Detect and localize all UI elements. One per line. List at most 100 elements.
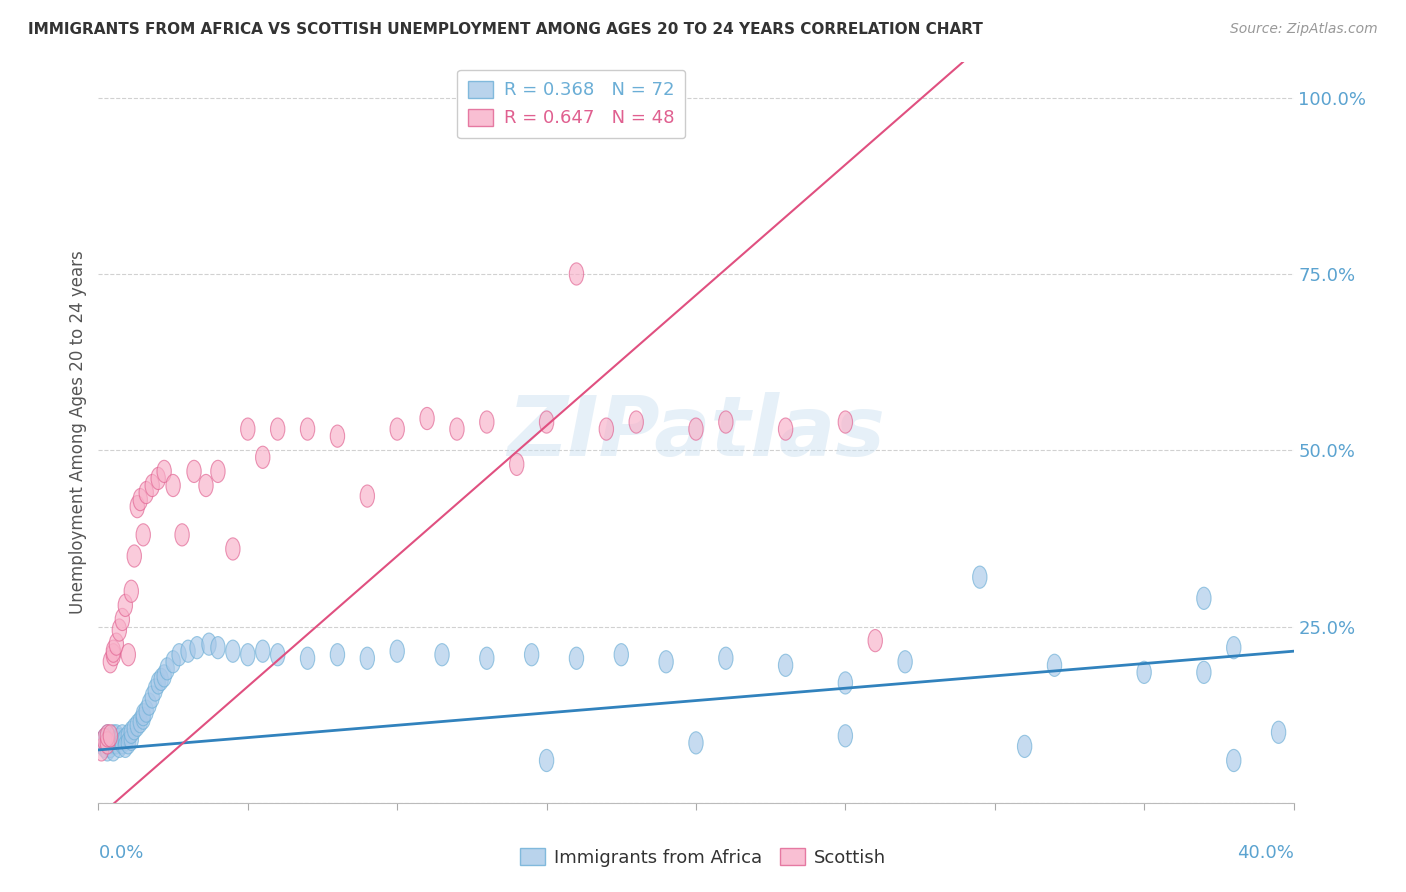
Ellipse shape — [1226, 749, 1241, 772]
Ellipse shape — [136, 704, 150, 726]
Ellipse shape — [121, 724, 135, 747]
Ellipse shape — [107, 724, 121, 747]
Ellipse shape — [256, 640, 270, 662]
Ellipse shape — [103, 735, 118, 757]
Ellipse shape — [121, 644, 135, 665]
Y-axis label: Unemployment Among Ages 20 to 24 years: Unemployment Among Ages 20 to 24 years — [69, 251, 87, 615]
Ellipse shape — [136, 524, 150, 546]
Ellipse shape — [718, 648, 733, 669]
Ellipse shape — [94, 739, 108, 761]
Ellipse shape — [112, 619, 127, 641]
Ellipse shape — [112, 728, 127, 750]
Ellipse shape — [139, 700, 153, 723]
Ellipse shape — [124, 728, 138, 750]
Ellipse shape — [100, 724, 114, 747]
Ellipse shape — [479, 411, 494, 434]
Ellipse shape — [1226, 637, 1241, 659]
Ellipse shape — [202, 633, 217, 656]
Ellipse shape — [569, 263, 583, 285]
Ellipse shape — [148, 679, 162, 701]
Ellipse shape — [434, 644, 449, 665]
Ellipse shape — [198, 475, 214, 497]
Ellipse shape — [94, 731, 108, 754]
Ellipse shape — [420, 408, 434, 430]
Ellipse shape — [110, 724, 124, 747]
Ellipse shape — [1271, 722, 1285, 743]
Ellipse shape — [779, 654, 793, 676]
Ellipse shape — [1137, 661, 1152, 683]
Ellipse shape — [973, 566, 987, 588]
Ellipse shape — [142, 693, 156, 715]
Ellipse shape — [127, 718, 142, 739]
Ellipse shape — [131, 496, 145, 517]
Ellipse shape — [174, 524, 190, 546]
Ellipse shape — [211, 637, 225, 659]
Ellipse shape — [112, 735, 127, 757]
Ellipse shape — [115, 608, 129, 631]
Ellipse shape — [330, 425, 344, 447]
Ellipse shape — [1047, 654, 1062, 676]
Ellipse shape — [172, 644, 186, 665]
Text: IMMIGRANTS FROM AFRICA VS SCOTTISH UNEMPLOYMENT AMONG AGES 20 TO 24 YEARS CORREL: IMMIGRANTS FROM AFRICA VS SCOTTISH UNEMP… — [28, 22, 983, 37]
Ellipse shape — [100, 731, 114, 754]
Ellipse shape — [226, 640, 240, 662]
Ellipse shape — [898, 650, 912, 673]
Ellipse shape — [139, 482, 153, 504]
Ellipse shape — [689, 418, 703, 440]
Ellipse shape — [779, 418, 793, 440]
Ellipse shape — [1018, 735, 1032, 757]
Ellipse shape — [330, 644, 344, 665]
Ellipse shape — [226, 538, 240, 560]
Ellipse shape — [115, 724, 129, 747]
Ellipse shape — [131, 714, 145, 736]
Ellipse shape — [136, 707, 150, 730]
Ellipse shape — [107, 644, 121, 665]
Ellipse shape — [145, 686, 159, 708]
Ellipse shape — [599, 418, 613, 440]
Ellipse shape — [107, 640, 121, 662]
Ellipse shape — [569, 648, 583, 669]
Ellipse shape — [838, 724, 852, 747]
Ellipse shape — [150, 467, 166, 490]
Ellipse shape — [838, 672, 852, 694]
Ellipse shape — [240, 418, 254, 440]
Ellipse shape — [838, 411, 852, 434]
Ellipse shape — [256, 446, 270, 468]
Ellipse shape — [97, 728, 111, 750]
Ellipse shape — [450, 418, 464, 440]
Ellipse shape — [110, 633, 124, 656]
Ellipse shape — [145, 475, 159, 497]
Ellipse shape — [160, 657, 174, 680]
Ellipse shape — [540, 411, 554, 434]
Text: ZIPatlas: ZIPatlas — [508, 392, 884, 473]
Ellipse shape — [134, 489, 148, 511]
Ellipse shape — [97, 728, 111, 750]
Ellipse shape — [524, 644, 538, 665]
Ellipse shape — [157, 460, 172, 483]
Ellipse shape — [100, 731, 114, 754]
Ellipse shape — [100, 739, 114, 761]
Ellipse shape — [1197, 587, 1211, 609]
Ellipse shape — [540, 749, 554, 772]
Ellipse shape — [718, 411, 733, 434]
Ellipse shape — [107, 739, 121, 761]
Ellipse shape — [103, 724, 118, 747]
Ellipse shape — [110, 731, 124, 754]
Ellipse shape — [301, 418, 315, 440]
Ellipse shape — [100, 724, 114, 747]
Ellipse shape — [614, 644, 628, 665]
Ellipse shape — [166, 650, 180, 673]
Ellipse shape — [689, 731, 703, 754]
Ellipse shape — [150, 672, 166, 694]
Ellipse shape — [124, 580, 138, 602]
Ellipse shape — [115, 731, 129, 754]
Ellipse shape — [118, 594, 132, 616]
Ellipse shape — [134, 711, 148, 733]
Ellipse shape — [181, 640, 195, 662]
Ellipse shape — [301, 648, 315, 669]
Ellipse shape — [121, 731, 135, 754]
Text: 40.0%: 40.0% — [1237, 844, 1294, 862]
Ellipse shape — [628, 411, 644, 434]
Text: 0.0%: 0.0% — [98, 844, 143, 862]
Ellipse shape — [1197, 661, 1211, 683]
